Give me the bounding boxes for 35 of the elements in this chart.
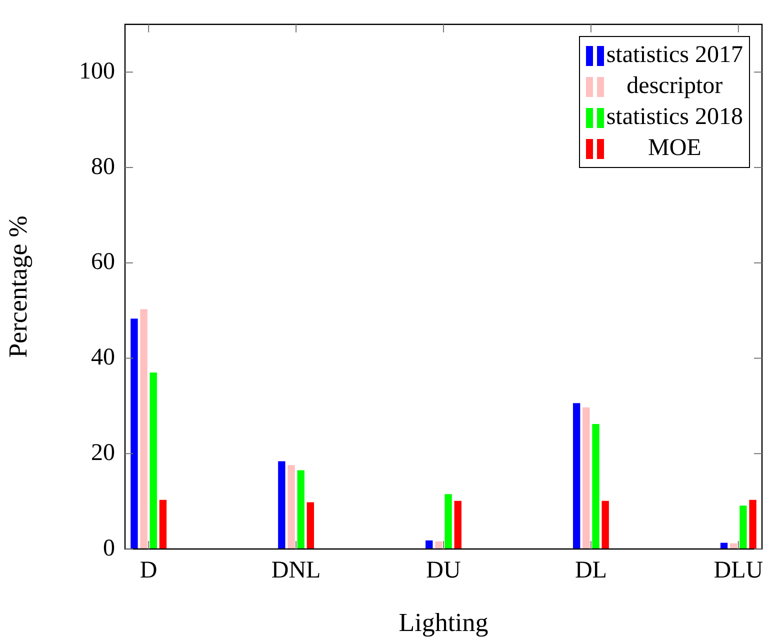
- x-tick-label: DU: [426, 558, 461, 584]
- bar: [297, 470, 304, 549]
- y-tick-label: 60: [91, 249, 115, 276]
- y-tick-label: 100: [79, 58, 115, 84]
- bar: [592, 424, 600, 549]
- x-tick-label: DL: [574, 558, 607, 584]
- legend-label: descriptor: [626, 72, 724, 102]
- bar: [582, 407, 590, 549]
- x-tick-label: D: [140, 558, 158, 584]
- legend-label: statistics 2017: [606, 41, 743, 70]
- bar: [602, 500, 609, 549]
- bar: [159, 500, 167, 549]
- y-axis-title: Percentage %: [3, 216, 32, 358]
- y-tick-label: 40: [91, 344, 115, 371]
- bar: [749, 500, 756, 549]
- bar: [435, 541, 442, 549]
- bar: [426, 540, 433, 549]
- bar: [444, 494, 452, 549]
- bar: [140, 309, 148, 549]
- legend-label: MOE: [646, 134, 702, 164]
- x-tick-label: DLU: [714, 558, 764, 584]
- legend-label: statistics 2018: [606, 103, 743, 132]
- bar: [306, 502, 314, 549]
- y-tick-label: 20: [91, 440, 115, 466]
- bar: [454, 500, 462, 549]
- y-tick-label: 80: [91, 154, 115, 180]
- x-axis-title: Lighting: [398, 608, 488, 638]
- bar: [278, 461, 286, 549]
- bar: [572, 403, 580, 549]
- bar: [740, 506, 747, 549]
- x-tick-label: DNL: [271, 558, 321, 584]
- y-tick-label: 0: [103, 535, 115, 562]
- bar: [130, 318, 138, 549]
- bar: [288, 465, 295, 549]
- bar: [150, 372, 157, 549]
